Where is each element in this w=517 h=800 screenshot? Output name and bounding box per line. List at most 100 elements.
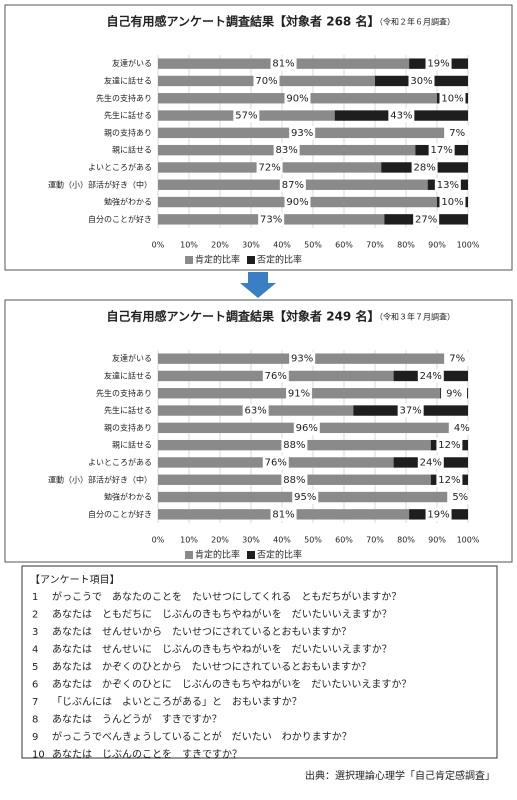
y-tick-label: 親に話せる <box>112 145 152 155</box>
x-tick-label: 10% <box>180 241 198 250</box>
x-tick-label: 30% <box>242 241 260 250</box>
label-bg <box>425 56 452 71</box>
data-label: 91% <box>288 388 310 399</box>
x-tick-label: 10% <box>180 536 198 545</box>
legend-swatch <box>185 551 193 559</box>
x-tick-label: 80% <box>397 241 415 250</box>
label-bg <box>413 212 440 227</box>
item-number: 6 <box>32 680 38 691</box>
chart-subtitle: （令和２年６月調査） <box>375 17 455 27</box>
x-tick-label: 30% <box>242 536 260 545</box>
data-label: 70% <box>255 76 277 87</box>
data-label: 83% <box>276 145 298 156</box>
data-label: 12% <box>438 440 460 451</box>
data-label: 37% <box>400 406 422 417</box>
chart-frame <box>4 4 513 271</box>
label-bg <box>284 195 311 210</box>
survey-frame <box>21 565 498 759</box>
x-tick-label: 50% <box>304 536 322 545</box>
label-bg <box>256 160 283 175</box>
data-label: 95% <box>294 492 316 503</box>
label-bg <box>417 368 444 383</box>
data-label: 9% <box>446 388 462 399</box>
label-bg <box>253 73 280 88</box>
x-tick-label: 40% <box>273 536 291 545</box>
data-label: 63% <box>245 406 267 417</box>
label-bg <box>428 143 455 158</box>
legend-label: 否定的比率 <box>257 254 302 266</box>
data-label: 24% <box>420 457 442 468</box>
label-bg <box>408 73 435 88</box>
label-bg <box>284 91 311 106</box>
data-label: 5% <box>452 492 468 503</box>
data-label: 24% <box>420 371 442 382</box>
label-bg <box>434 177 461 192</box>
label-bg <box>273 143 300 158</box>
label-bg <box>270 507 297 522</box>
data-label: 12% <box>438 475 460 486</box>
y-tick-label: 運動（小）部活が好き（中） <box>48 179 152 189</box>
data-label: 72% <box>258 162 280 173</box>
y-tick-label: 友達がいる <box>112 353 152 363</box>
x-tick-label: 100% <box>457 241 480 250</box>
x-tick-label: 100% <box>457 536 480 545</box>
legend-label: 肯定的比率 <box>195 549 240 561</box>
y-tick-label: よいところがある <box>88 457 152 467</box>
x-tick-label: 20% <box>211 536 229 545</box>
label-bg <box>286 386 313 401</box>
data-label: 10% <box>441 93 463 104</box>
legend-label: 肯定的比率 <box>195 254 240 266</box>
data-label: 73% <box>260 214 282 225</box>
data-label: 10% <box>441 197 463 208</box>
data-label: 81% <box>272 509 294 520</box>
y-tick-label: 先生の支持あり <box>96 93 152 103</box>
data-label: 28% <box>413 162 435 173</box>
label-bg <box>436 438 463 453</box>
y-tick-label: 親の支持あり <box>104 127 152 137</box>
label-bg <box>279 177 306 192</box>
label-bg <box>289 125 316 140</box>
legend-swatch <box>247 256 255 264</box>
data-label: 96% <box>296 423 318 434</box>
y-tick-label: 友達に話せる <box>104 370 152 380</box>
item-number: 7 <box>32 697 38 708</box>
data-label: 88% <box>283 475 305 486</box>
label-bg <box>293 420 320 435</box>
y-tick-label: 運動（小）部活が好き（中） <box>48 474 152 484</box>
data-label: 17% <box>431 145 453 156</box>
x-tick-label: 20% <box>211 241 229 250</box>
label-bg <box>258 212 285 227</box>
item-text: あなたは じぶんのことを すきですか？ <box>52 749 242 761</box>
x-tick-label: 0% <box>152 536 165 545</box>
label-bg <box>448 420 475 435</box>
label-bg <box>242 403 269 418</box>
source: 出典：選択理論心理学「自己肯定感調査」 <box>305 769 495 782</box>
item-text: あなたは せんせいから たいせつにされているとおもいますか？ <box>52 626 351 638</box>
data-label: 27% <box>415 214 437 225</box>
y-tick-label: 友達がいる <box>112 58 152 68</box>
legend-swatch <box>185 256 193 264</box>
label-bg <box>388 108 415 123</box>
item-number: 8 <box>32 715 38 726</box>
label-bg <box>425 507 452 522</box>
data-label: 7% <box>449 354 465 365</box>
label-bg <box>233 108 260 123</box>
x-tick-label: 40% <box>273 241 291 250</box>
item-number: 3 <box>32 627 38 638</box>
label-bg <box>262 368 289 383</box>
item-text: あなたは せんせいに じぶんのきもちやねがいを だいたいいえますか？ <box>52 643 392 656</box>
data-label: 30% <box>410 76 432 87</box>
y-tick-label: 先生の支持あり <box>96 388 152 398</box>
x-tick-label: 70% <box>366 241 384 250</box>
legend-swatch <box>247 551 255 559</box>
survey-title: 【アンケート項目】 <box>30 574 120 586</box>
x-tick-label: 90% <box>428 536 446 545</box>
label-bg <box>262 455 289 470</box>
data-label: 19% <box>427 59 449 70</box>
chart-frame <box>4 299 513 563</box>
label-bg <box>436 472 463 487</box>
label-bg <box>281 472 308 487</box>
x-tick-label: 60% <box>335 536 353 545</box>
data-label: 19% <box>427 509 449 520</box>
